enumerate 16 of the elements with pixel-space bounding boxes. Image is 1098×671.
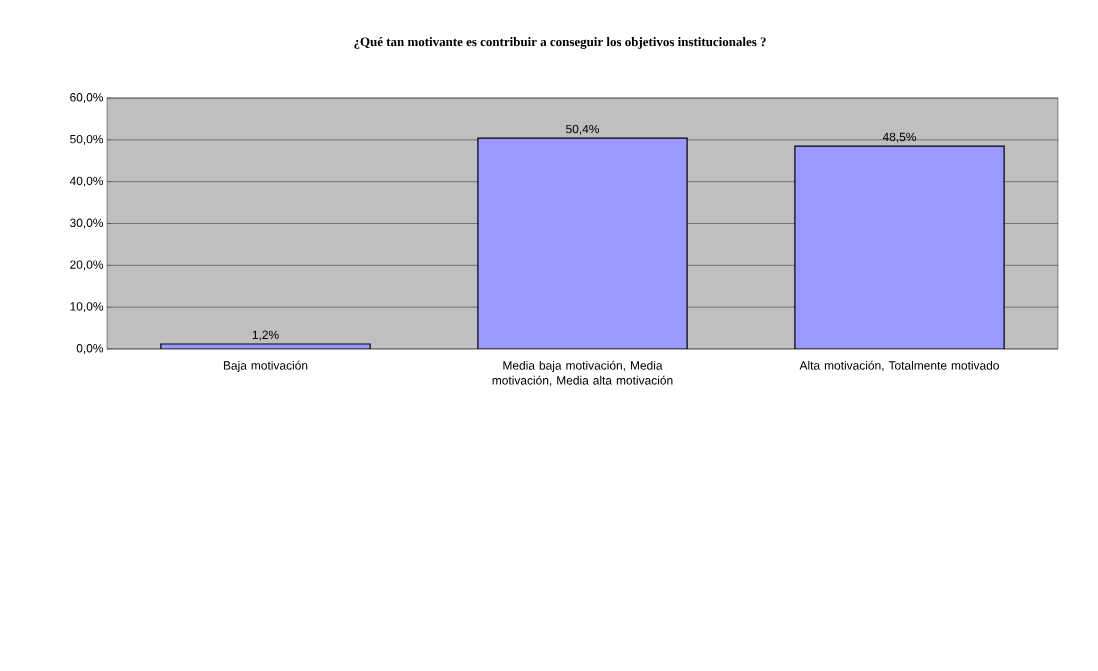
- y-tick-label: 0,0%: [76, 344, 104, 354]
- data-label: 50,4%: [566, 124, 600, 135]
- y-tick-label: 20,0%: [70, 260, 104, 271]
- x-tick-label: Alta motivación, Totalmente motivado: [799, 360, 999, 372]
- data-label: 1,2%: [252, 330, 279, 341]
- y-tick-label: 30,0%: [70, 218, 104, 229]
- y-tick-label: 50,0%: [70, 134, 104, 145]
- data-label: 48,5%: [882, 132, 917, 143]
- y-tick-label: 60,0%: [70, 93, 104, 103]
- y-tick-label: 40,0%: [69, 176, 104, 187]
- x-tick-label: Media baja motivación, Media motivación, Media alta motivación: [492, 360, 673, 387]
- bar: [477, 137, 688, 349]
- y-tick-label: 10,0%: [70, 302, 104, 313]
- x-tick-label: Baja motivación: [223, 360, 308, 373]
- chart-title: ¿Qué tan motivante es contribuir a conseguir los objetivos institucionales ?: [354, 37, 766, 49]
- bar: [794, 145, 1005, 349]
